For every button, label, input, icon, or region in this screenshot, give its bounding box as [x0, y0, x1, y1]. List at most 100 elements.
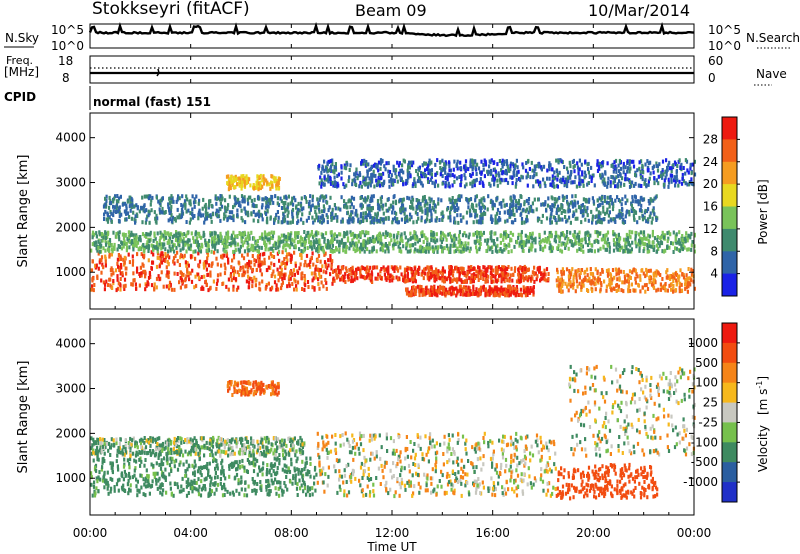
heatmap-cell	[287, 243, 290, 248]
heatmap-cell	[284, 262, 287, 266]
heatmap-cell	[439, 237, 442, 242]
heatmap-cell	[484, 268, 487, 272]
heatmap-cell	[484, 211, 487, 216]
heatmap-cell	[110, 252, 113, 257]
heatmap-cell	[185, 263, 188, 268]
heatmap-cell	[125, 271, 128, 276]
heatmap-cell	[267, 198, 270, 203]
heatmap-cell	[497, 267, 500, 272]
heatmap-cell	[214, 246, 217, 251]
heatmap-cell	[685, 273, 688, 278]
heatmap-cell	[567, 274, 570, 279]
heatmap-cell	[686, 238, 689, 243]
heatmap-cell	[375, 265, 379, 270]
heatmap-cell	[618, 276, 621, 281]
heatmap-cell	[449, 279, 452, 284]
heatmap-cell	[379, 216, 382, 221]
heatmap-cell	[98, 249, 101, 254]
heatmap-cell	[621, 197, 624, 202]
heatmap-cell	[629, 276, 632, 280]
heatmap-cell	[634, 237, 637, 242]
heatmap-cell	[467, 235, 470, 240]
heatmap-cell	[108, 277, 111, 282]
heatmap-cell	[434, 245, 437, 250]
heatmap-cell	[311, 285, 314, 290]
heatmap-cell	[411, 195, 414, 200]
heatmap-cell	[193, 285, 196, 290]
heatmap-cell	[597, 279, 600, 284]
heatmap-cell	[309, 207, 312, 212]
heatmap-cell	[274, 246, 277, 251]
heatmap-cell	[250, 230, 253, 235]
heatmap-cell	[108, 205, 111, 210]
heatmap-cell	[555, 278, 558, 283]
heatmap-cell	[468, 286, 471, 291]
heatmap-cell	[550, 211, 553, 216]
heatmap-cell	[372, 239, 375, 243]
heatmap-cell	[472, 208, 475, 213]
heatmap-cell	[690, 267, 693, 272]
heatmap-cell	[104, 236, 108, 240]
heatmap-cell	[479, 285, 483, 290]
heatmap-cell	[385, 208, 388, 213]
heatmap-cell	[359, 249, 362, 254]
heatmap-cell	[668, 283, 671, 288]
heatmap-cell	[610, 281, 613, 286]
heatmap-cell	[161, 210, 164, 215]
heatmap-cell	[668, 160, 671, 165]
heatmap-cell	[236, 212, 239, 217]
heatmap-cell	[593, 249, 596, 254]
heatmap-cell	[259, 173, 262, 178]
heatmap-cell	[97, 239, 100, 244]
heatmap-cell	[357, 266, 360, 271]
heatmap-cell	[396, 240, 399, 245]
heatmap-cell	[118, 268, 121, 272]
heatmap-cell	[441, 274, 444, 279]
heatmap-cell	[484, 279, 487, 284]
heatmap-cell	[104, 196, 107, 201]
heatmap-cell	[434, 209, 437, 214]
heatmap-cell	[420, 218, 423, 223]
heatmap-cell	[232, 175, 235, 180]
heatmap-cell	[332, 270, 335, 274]
heatmap-cell	[265, 200, 268, 205]
heatmap-cell	[264, 235, 267, 240]
heatmap-cell	[156, 216, 159, 221]
heatmap-cell	[522, 207, 525, 212]
heatmap-cell	[349, 212, 352, 217]
heatmap-cell	[560, 272, 563, 277]
heatmap-cell	[597, 213, 600, 218]
heatmap-cell	[117, 199, 120, 204]
heatmap-cell	[255, 241, 258, 246]
heatmap-cell	[515, 279, 519, 284]
heatmap-cell	[132, 233, 135, 238]
heatmap-cell	[387, 161, 390, 166]
heatmap-cell	[465, 210, 469, 215]
heatmap-cell	[334, 213, 337, 218]
heatmap-cell	[509, 238, 512, 243]
heatmap-cell	[609, 198, 612, 203]
heatmap-cell	[265, 242, 268, 247]
heatmap-cell	[481, 220, 484, 225]
heatmap-cell	[466, 271, 469, 276]
heatmap-cell	[296, 280, 300, 285]
heatmap-cell	[584, 231, 587, 236]
heatmap-cell	[608, 204, 611, 209]
heatmap-cell	[478, 180, 481, 185]
heatmap-cell	[306, 246, 309, 250]
heatmap-cell	[154, 236, 157, 241]
heatmap-cell	[476, 239, 479, 244]
heatmap-cell	[453, 277, 456, 282]
heatmap-cell	[103, 287, 106, 292]
heatmap-cell	[378, 207, 381, 212]
heatmap-cell	[517, 236, 520, 240]
heatmap-cell	[307, 285, 310, 289]
heatmap-cell	[362, 275, 365, 280]
heatmap-cell	[420, 181, 423, 186]
heatmap-cell	[597, 240, 600, 245]
heatmap-cell	[624, 249, 627, 254]
heatmap-cell	[402, 278, 405, 283]
heatmap-cell	[105, 242, 108, 247]
heatmap-cell	[318, 197, 321, 202]
